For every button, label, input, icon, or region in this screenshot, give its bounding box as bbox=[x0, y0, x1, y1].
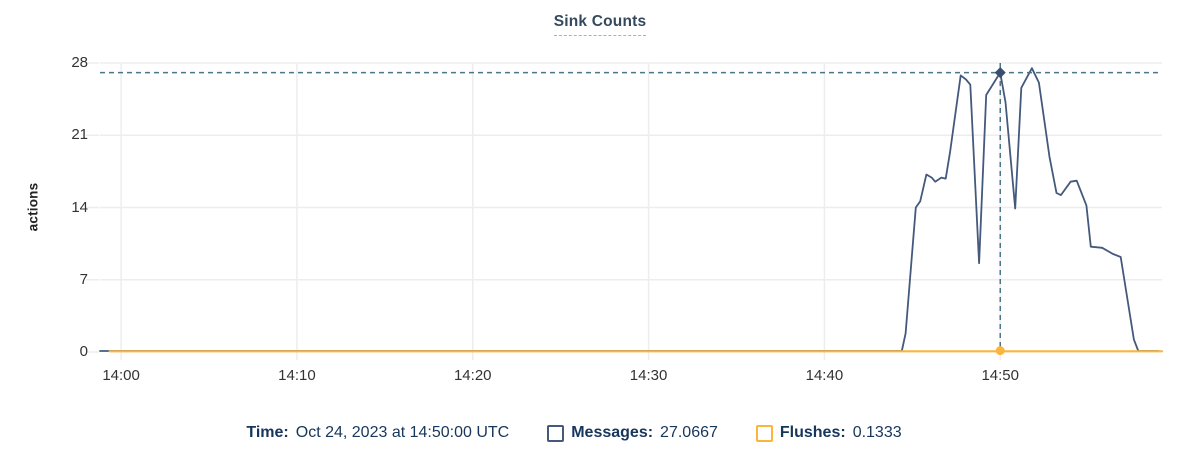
tooltip-time: Time: Oct 24, 2023 at 14:50:00 UTC bbox=[246, 424, 509, 442]
chart-title[interactable]: Sink Counts bbox=[0, 13, 1200, 36]
y-tick-label: 21 bbox=[71, 126, 88, 144]
x-tick-label: 14:20 bbox=[453, 367, 492, 384]
x-tick-label: 14:10 bbox=[278, 367, 316, 384]
messages-label: Messages: bbox=[571, 424, 654, 441]
y-tick-label: 0 bbox=[79, 343, 88, 360]
x-tick-label: 14:50 bbox=[981, 367, 1019, 384]
tooltip-bar: Time: Oct 24, 2023 at 14:50:00 UTC Messa… bbox=[0, 424, 1174, 442]
messages-value: 27.0667 bbox=[660, 424, 718, 441]
flushes-value: 0.1333 bbox=[852, 424, 902, 441]
y-tick-label: 28 bbox=[71, 54, 88, 71]
y-tick-label: 14 bbox=[71, 198, 88, 216]
chart-title-text: Sink Counts bbox=[553, 13, 647, 36]
legend-messages[interactable]: Messages: 27.0667 bbox=[547, 424, 718, 442]
messages-point-marker bbox=[994, 67, 1006, 79]
messages-swatch-icon bbox=[547, 424, 565, 442]
x-tick-label: 14:40 bbox=[805, 367, 844, 384]
legend-flushes[interactable]: Flushes: 0.1333 bbox=[755, 424, 902, 442]
time-value: Oct 24, 2023 at 14:50:00 UTC bbox=[295, 424, 510, 441]
y-tick-label: 7 bbox=[79, 270, 88, 288]
time-label: Time: bbox=[246, 424, 289, 441]
x-tick-label: 14:30 bbox=[629, 367, 668, 384]
flushes-label: Flushes: bbox=[779, 424, 846, 441]
flushes-point-marker bbox=[995, 346, 1005, 356]
x-tick-label: 14:00 bbox=[102, 367, 140, 384]
flushes-swatch-icon bbox=[755, 424, 773, 442]
